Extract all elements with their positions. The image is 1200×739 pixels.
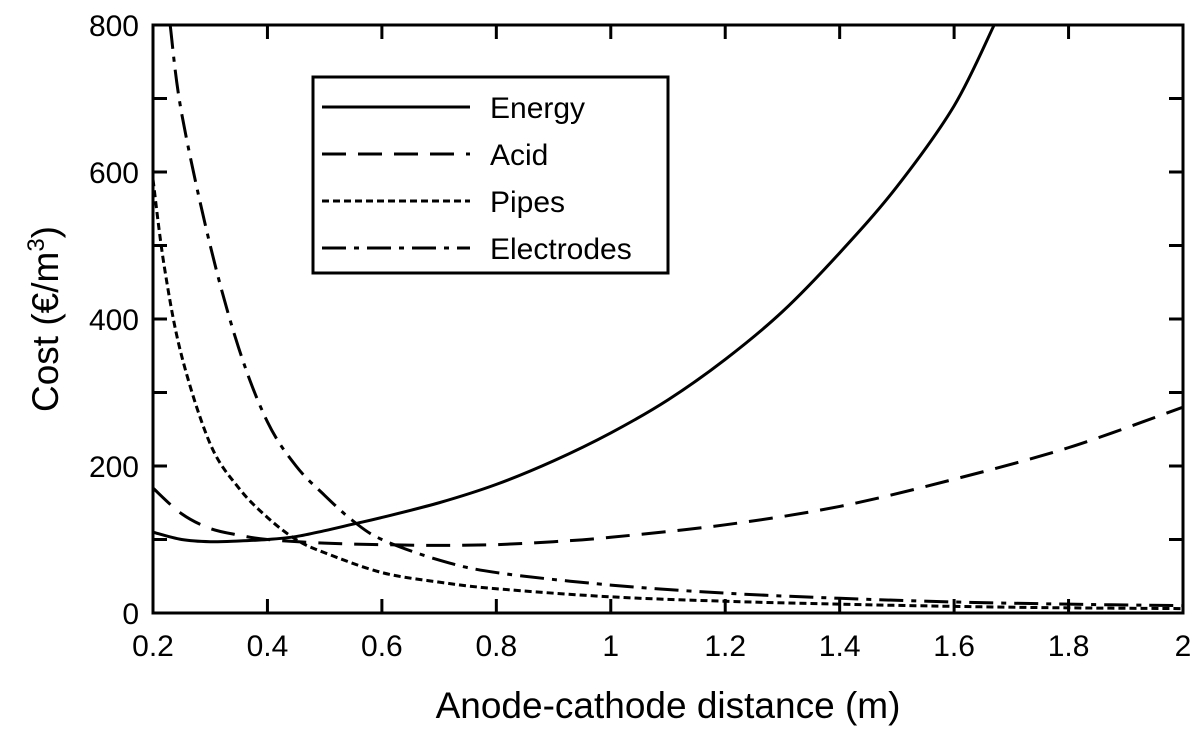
x-tick-label: 0.2	[132, 630, 174, 663]
series-layer	[153, 25, 1183, 611]
y-tick-label: 200	[89, 451, 139, 484]
x-tick-label: 1.2	[704, 630, 746, 663]
series-line-pipes	[153, 179, 1183, 611]
x-tick-label: 1.8	[1048, 630, 1090, 663]
legend-item-energy: Energy	[322, 92, 585, 125]
x-tick-label: 0.6	[361, 630, 403, 663]
x-tick-label: 0.8	[475, 630, 517, 663]
series-line-electrodes	[168, 25, 1183, 608]
legend-item-pipes: Pipes	[322, 186, 565, 219]
series-line-energy	[153, 25, 996, 544]
y-tick-label: 800	[89, 10, 139, 43]
legend-item-acid: Acid	[322, 139, 548, 172]
legend-label: Electrodes	[490, 233, 632, 266]
x-axis-label: Anode-cathode distance (m)	[436, 685, 901, 726]
plot-frame	[151, 23, 1185, 615]
legend-item-electrodes: Electrodes	[322, 233, 632, 266]
x-tick-label: 0.4	[247, 630, 289, 663]
x-tick-label: 1.4	[819, 630, 861, 663]
legend-box	[311, 75, 670, 275]
series-line-acid	[153, 405, 1183, 547]
x-tick-label: 2	[1175, 630, 1192, 663]
y-tick-label: 0	[122, 598, 139, 631]
legend-label: Pipes	[490, 186, 565, 219]
y-tick-label: 600	[89, 157, 139, 190]
legend-label: Acid	[490, 139, 548, 172]
ticks-layer: 0.2 0.4 0.6 0.8 1 1.2 1.4 1.6 1.8 2 0 200 400 600 800	[89, 10, 1191, 663]
y-tick-label: 400	[89, 304, 139, 337]
x-tick-label: 1	[602, 630, 619, 663]
y-axis-label: Cost (€/m3)	[23, 226, 66, 412]
legend: Energy Acid Pipes Electrodes	[311, 75, 670, 275]
x-tick-label: 1.6	[933, 630, 975, 663]
legend-label: Energy	[490, 92, 585, 125]
